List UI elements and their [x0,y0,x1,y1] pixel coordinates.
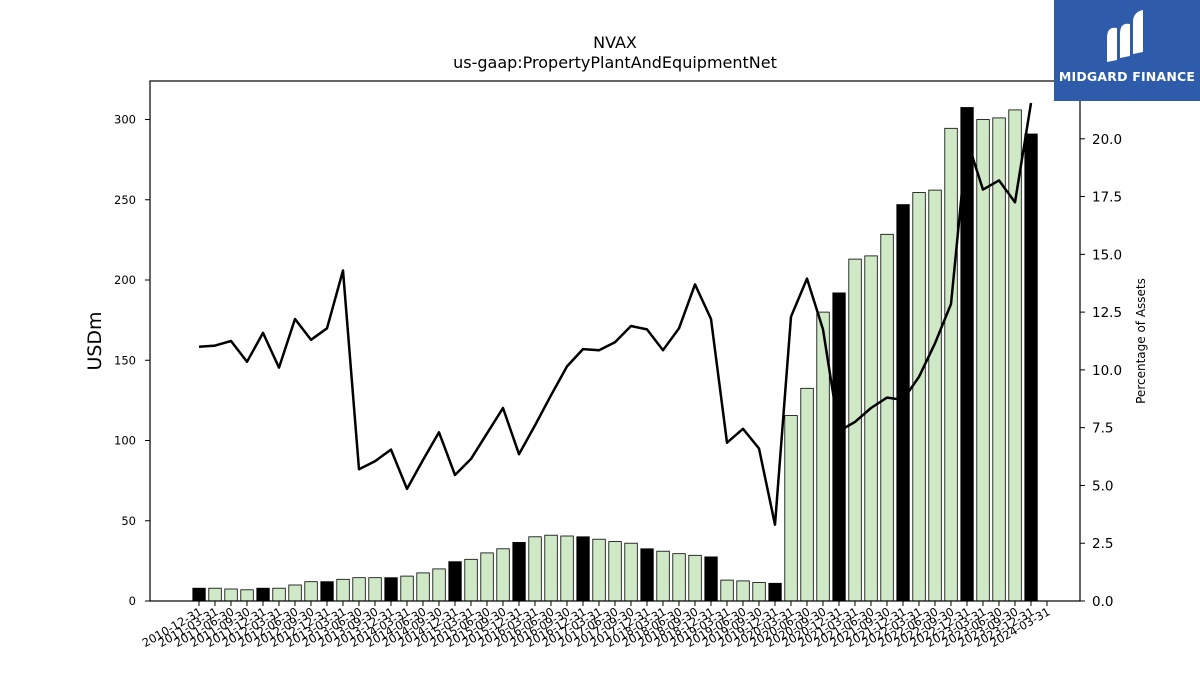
bar [832,292,846,602]
bar [592,538,606,602]
y-tick-label: 300 [114,113,136,127]
bar [688,554,702,602]
bar [624,542,638,602]
bar [560,535,574,602]
bar [912,192,926,602]
bar [400,575,414,602]
y-tick-label: 50 [121,514,136,528]
bar [736,580,750,602]
bar [544,534,558,602]
bar [224,588,238,602]
bar [992,117,1006,602]
bar [256,587,270,602]
bar [976,119,990,602]
y2-tick-label: 17.5 [1092,190,1122,206]
bar [848,258,862,602]
bar [352,577,366,602]
y2-tick-label: 15.0 [1092,247,1122,263]
y-axis-right: 0.0 2.5 5.0 7.5 10.0 12.5 15.0 17.5 20.0 [1080,132,1122,610]
y-tick-label: 100 [114,434,136,448]
bar [1024,133,1038,602]
bar [896,204,910,602]
y2-tick-label: 12.5 [1092,305,1122,321]
bar [704,556,718,602]
percentage-line [198,102,1033,526]
brand-name: MIDGARD FINANCE [1058,69,1196,84]
midgard-logo-icon [1107,10,1143,62]
y-axis-left: 0 50 100 150 200 250 300 [114,113,150,608]
bar [864,255,878,602]
x-axis: 2010-12-312011-03-312011-06-302011-09-30… [140,601,1053,650]
chart-title: NVAX [593,33,637,52]
chart-subtitle: us-gaap:PropertyPlantAndEquipmentNet [453,53,777,72]
bar [528,536,542,602]
bar [432,568,446,602]
bar-series [192,107,1038,602]
bar [928,189,942,602]
bar [880,233,894,602]
bar [464,558,478,602]
bar [192,587,206,602]
bar [240,589,254,602]
y2-tick-label: 10.0 [1092,363,1122,379]
y2-tick-label: 7.5 [1092,421,1113,437]
y-tick-label: 150 [114,353,136,367]
y-axis-label: USDm [84,311,106,370]
bar [448,561,462,602]
bar [800,387,814,602]
bar [288,584,302,602]
y2-axis-label: Percentage of Assets [1134,278,1148,404]
y-tick-label: 200 [114,273,136,287]
bar [720,579,734,602]
bar [672,553,686,602]
bar [752,582,766,602]
bar [416,572,430,602]
bar [1008,109,1022,602]
y2-tick-label: 2.5 [1092,536,1113,552]
bar [480,552,494,602]
y2-tick-label: 0.0 [1092,594,1113,610]
y2-tick-label: 5.0 [1092,478,1113,494]
bar [768,582,782,602]
bar [576,536,590,602]
bar [336,578,350,602]
bar [320,581,334,602]
bar [496,548,510,602]
y2-tick-label: 20.0 [1092,132,1122,148]
bar [304,581,318,602]
bar [512,542,526,602]
bar [784,415,798,602]
bar [368,577,382,602]
bar [656,550,670,602]
bar [272,587,286,602]
bar [944,127,958,602]
bar [384,577,398,602]
y-tick-label: 250 [114,193,136,207]
bar [608,541,622,602]
y-tick-label: 0 [129,594,136,608]
bar [640,548,654,602]
brand-logo: MIDGARD FINANCE [1054,0,1200,101]
bar [208,587,222,602]
